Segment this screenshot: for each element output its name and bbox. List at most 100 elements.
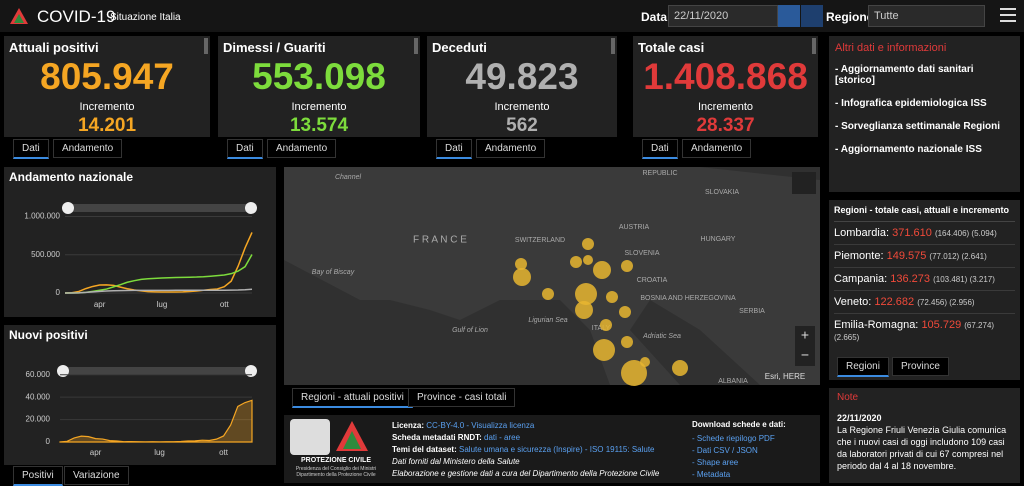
stat-increment-label: Incremento: [79, 101, 135, 113]
map-bubble: [621, 336, 633, 348]
notes-date: 22/11/2020: [837, 413, 882, 423]
link[interactable]: - Aggiornamento dati sanitari [storico]: [835, 64, 974, 86]
region-total: 136.273: [890, 273, 931, 285]
info-line: Dati forniti dal Ministero della Salute: [392, 456, 659, 468]
region-name: Emilia-Romagna:: [834, 319, 919, 331]
tab[interactable]: Dati: [13, 139, 49, 159]
zoom-icon: +: [801, 327, 809, 343]
links-panel: Altri dati e informazioni - Aggiornament…: [829, 36, 1020, 192]
calendar-button[interactable]: [778, 5, 800, 27]
stat-increment-label: Incremento: [291, 101, 347, 113]
region-total: 122.682: [874, 296, 915, 308]
stat-increment-label: Incremento: [697, 101, 754, 113]
download-link[interactable]: - Shape aree: [692, 458, 739, 467]
time-button[interactable]: [801, 5, 823, 27]
date-input[interactable]: 22/11/2020: [668, 5, 778, 27]
notes-panel: Note 22/11/2020 La Regione Friuli Venezi…: [829, 388, 1020, 483]
app-title: COVID-19: [37, 7, 116, 26]
map-label: F R A N C E: [413, 235, 467, 246]
stat-box: Totale casi 1.408.868 Incremento 28.337: [633, 36, 818, 137]
map-bubble: [672, 360, 688, 376]
map-label: ALBANIA: [718, 378, 748, 385]
map-label: REPUBLIC: [642, 170, 677, 177]
land: [284, 167, 820, 385]
stat-increment: 14.201: [77, 115, 137, 136]
tab[interactable]: Province: [892, 357, 949, 376]
info-text: Dati forniti dal Ministero della Salute: [392, 457, 520, 466]
stat-box: Deceduti 49.823 Incremento 562: [427, 36, 617, 137]
map-bubble: [600, 319, 612, 331]
tab[interactable]: Regioni: [837, 357, 889, 377]
tab[interactable]: Andamento: [53, 139, 123, 158]
map-label: SLOVAKIA: [705, 189, 739, 196]
tab[interactable]: Variazione: [64, 466, 129, 485]
download-link[interactable]: - Dati CSV / JSON: [692, 446, 758, 455]
stat-increment-label: Incremento: [494, 101, 550, 113]
info-lines: Licenza: CC-BY-4.0 - Visualizza licenza S…: [392, 420, 659, 480]
info-line: Scheda metadati RNDT: dati - aree: [392, 432, 659, 444]
tab[interactable]: Andamento: [267, 139, 337, 158]
link[interactable]: - Aggiornamento nazionale ISS: [835, 144, 982, 155]
menu-button[interactable]: [1000, 8, 1016, 22]
region-detail: (77.012) (2.641): [929, 252, 987, 261]
stat-title: Totale casi: [638, 40, 705, 55]
info-text: CC-BY-4.0 - Visualizza licenza: [426, 421, 535, 430]
tab[interactable]: Regioni - attuali positivi: [292, 388, 413, 408]
scroll-handle: [611, 38, 615, 54]
stat-increment: 13.574: [289, 115, 349, 136]
stat-value: 1.408.868: [643, 56, 808, 97]
tab[interactable]: Positivi: [13, 466, 63, 486]
map-label: Bay of Biscay: [312, 269, 355, 276]
map-label: SWITZERLAND: [515, 237, 565, 244]
links-title: Altri dati e informazioni: [835, 42, 947, 54]
download-link[interactable]: - Metadata: [692, 470, 731, 479]
link[interactable]: - Infografica epidemiologica ISS: [835, 98, 987, 109]
map-bubble: [606, 291, 618, 303]
tab[interactable]: Province - casi totali: [408, 388, 516, 407]
stat-box: Dimessi / Guariti 553.098 Incremento 13.574: [218, 36, 420, 137]
chart-panel: [4, 325, 276, 465]
region-select[interactable]: Tutte: [868, 5, 985, 27]
regions-panel: Regioni - totale casi, attuali e increme…: [829, 200, 1020, 380]
region-total: 371.610: [892, 227, 932, 239]
stat-title: Attuali positivi: [9, 40, 99, 55]
region-name: Piemonte:: [834, 250, 884, 262]
stat-value: 49.823: [465, 56, 579, 97]
region-total: 149.575: [886, 250, 927, 262]
scroll-handle: [812, 38, 816, 54]
map-bubble: [621, 360, 647, 386]
tab[interactable]: Dati: [436, 139, 472, 159]
emblem: [290, 419, 330, 455]
info-line: Temi del dataset: Salute umana e sicurez…: [392, 444, 659, 456]
map-bubble: [621, 260, 633, 272]
region-name: Lombardia:: [834, 227, 890, 239]
stat-increment: 28.337: [696, 115, 755, 136]
info-panel: PROTEZIONE CIVILE Presidenza del Consigl…: [284, 415, 820, 483]
regions-title: Regioni - totale casi, attuali e increme…: [834, 205, 1015, 222]
map-bubble: [575, 283, 597, 305]
map-label: CROATIA: [637, 277, 668, 284]
info-text: dati - aree: [484, 433, 521, 442]
link[interactable]: - Sorveglianza settimanale Regioni: [835, 121, 1001, 132]
map-bubble: [542, 288, 554, 300]
header: COVID-19 Situazione Italia Data 22/11/20…: [0, 0, 1024, 32]
map-label: Adriatic Sea: [642, 333, 681, 340]
info-label: Scheda metadati RNDT:: [392, 433, 482, 442]
region-detail: (67.274) (2.665): [834, 321, 995, 342]
download-link[interactable]: - Schede riepilogo PDF: [692, 434, 775, 443]
info-line: Licenza: CC-BY-4.0 - Visualizza licenza: [392, 420, 659, 432]
region-row: Veneto: 122.682 (72.456) (2.956): [834, 291, 1015, 314]
stat-value: 805.947: [40, 56, 174, 97]
region-row: Emilia-Romagna: 105.729 (67.274) (2.665): [834, 314, 1015, 344]
info-label: Licenza:: [392, 421, 425, 430]
tab[interactable]: Andamento: [476, 139, 546, 158]
tab[interactable]: Dati: [642, 139, 678, 159]
tab[interactable]: Andamento: [682, 139, 752, 158]
map-bubble: [640, 357, 650, 367]
map-label: SLOVENIA: [624, 250, 659, 257]
map-label: AUSTRIA: [619, 224, 650, 231]
map-label: BOSNIA AND HERZEGOVINA: [640, 295, 736, 302]
region-detail: (103.481) (3.217): [933, 275, 995, 284]
tab[interactable]: Dati: [227, 139, 263, 159]
region-row: Piemonte: 149.575 (77.012) (2.641): [834, 245, 1015, 268]
